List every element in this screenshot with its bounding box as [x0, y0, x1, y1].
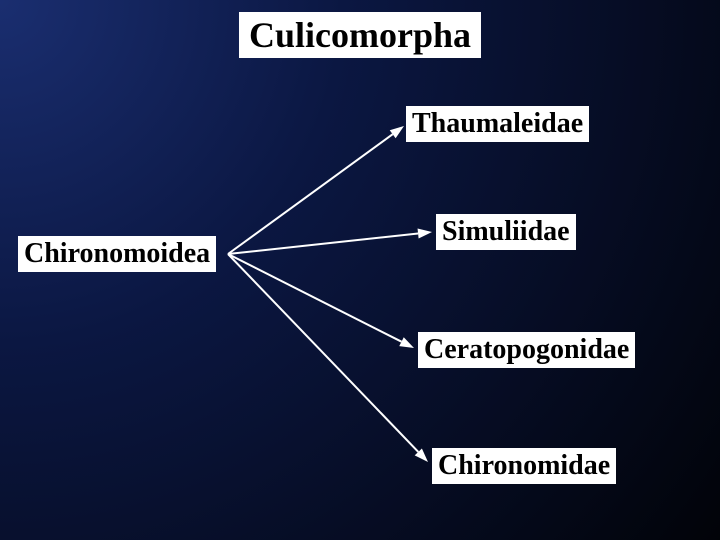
diagram-stage: Culicomorpha Chironomoidea Thaumaleidae …	[0, 0, 720, 540]
leaf-node-ceratopogonidae: Ceratopogonidae	[418, 332, 635, 368]
leaf-node-simuliidae: Simuliidae	[436, 214, 576, 250]
leaf-node-chironomidae: Chironomidae	[432, 448, 616, 484]
root-node-chironomoidea: Chironomoidea	[18, 236, 216, 272]
leaf-node-thaumaleidae: Thaumaleidae	[406, 106, 589, 142]
diagram-title: Culicomorpha	[239, 12, 481, 58]
